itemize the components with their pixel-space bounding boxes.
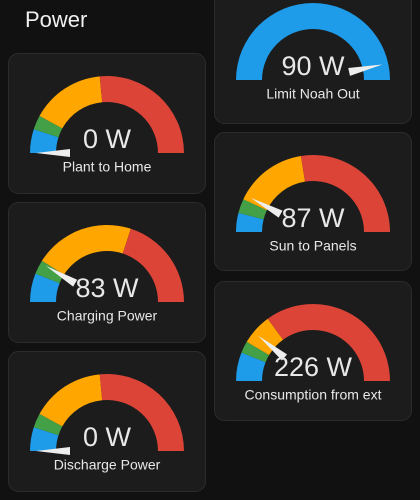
gauge-needle — [45, 265, 78, 287]
page-title: Power — [25, 7, 87, 32]
gauge-segment — [243, 155, 306, 211]
gauge-card[interactable]: 90 W Limit Noah Out — [214, 0, 412, 124]
gauge-segment — [35, 260, 64, 284]
gauge-segment — [30, 427, 59, 451]
gauge-card[interactable]: 0 W Plant to Home — [8, 53, 206, 194]
gauge-segment — [236, 3, 390, 80]
gauge-needle — [36, 149, 70, 157]
gauge-needle — [36, 447, 70, 455]
gauge-value: 87 W — [281, 203, 345, 233]
gauge-segment — [241, 341, 270, 363]
gauge-card[interactable]: 226 W Consumption from ext — [214, 281, 412, 421]
gauge-value: 90 W — [281, 51, 345, 81]
gauge-segment — [267, 304, 390, 381]
gauge-segment — [33, 115, 63, 138]
gauge-name: Plant to Home — [63, 159, 152, 175]
gauge-card[interactable]: 0 W Discharge Power — [8, 351, 206, 492]
gauge-card[interactable]: 83 W Charging Power — [8, 202, 206, 343]
gauge-name: Charging Power — [57, 308, 158, 324]
card-background — [8, 53, 206, 194]
gauge-needle — [348, 64, 383, 76]
gauge-name: Consumption from ext — [245, 387, 382, 403]
card-background — [214, 132, 412, 271]
gauge-segment — [99, 373, 184, 451]
card-background — [214, 281, 412, 421]
gauge-segment — [122, 228, 184, 302]
gauge-segment — [236, 212, 264, 232]
gauge-value: 0 W — [83, 124, 132, 154]
gauge-segment — [41, 225, 131, 275]
card-background — [8, 351, 206, 492]
gauge-segment — [33, 413, 63, 436]
gauge-segment — [300, 154, 390, 232]
gauge-segment — [238, 199, 267, 220]
gauge-value: 226 W — [274, 352, 353, 382]
gauge-card[interactable]: 87 W Sun to Panels — [214, 132, 412, 271]
gauge-segment — [30, 129, 59, 153]
gauge-name: Limit Noah Out — [266, 86, 359, 102]
gauge-needle — [250, 197, 283, 218]
gauge-name: Sun to Panels — [269, 238, 356, 254]
gauge-value: 0 W — [83, 422, 132, 452]
gauge-segment — [39, 374, 103, 427]
gauge-segment — [99, 76, 184, 153]
gauge-needle — [258, 335, 288, 361]
gauge-segment — [30, 273, 60, 302]
gauge-segment — [39, 76, 103, 129]
gauge-segment — [236, 352, 266, 381]
gauge-name: Discharge Power — [54, 457, 161, 473]
card-background — [8, 202, 206, 343]
gauge-value: 83 W — [75, 273, 139, 303]
